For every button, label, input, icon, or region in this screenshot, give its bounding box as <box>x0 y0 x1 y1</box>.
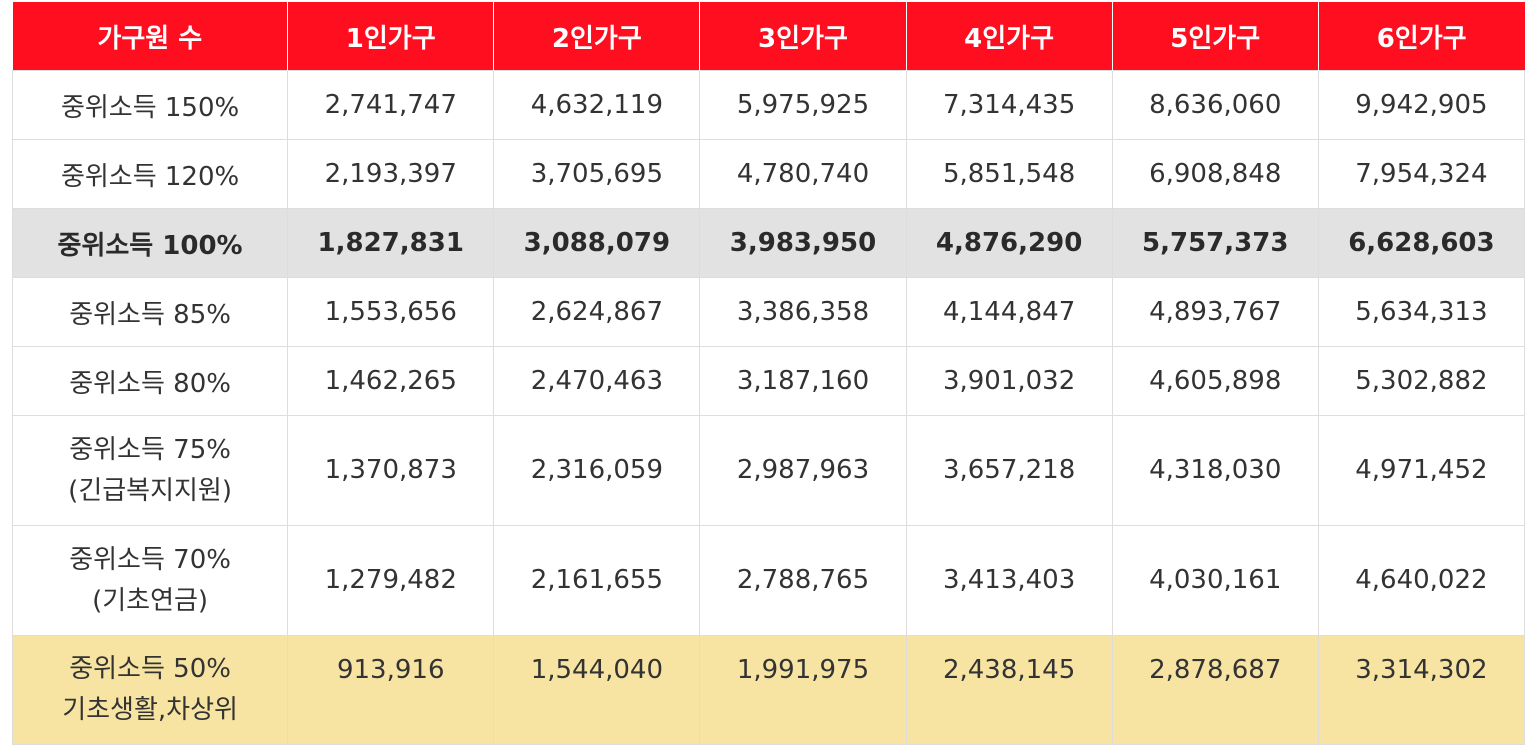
cell-value: 3,187,160 <box>699 346 907 416</box>
table-header-row: 가구원 수 1인가구 2인가구 3인가구 4인가구 5인가구 6인가구 <box>12 2 1525 71</box>
cell-value: 5,634,313 <box>1317 277 1526 347</box>
cell-value: 7,954,324 <box>1317 139 1526 209</box>
table-row-75: 중위소득 75% (긴급복지지원) 1,370,873 2,316,059 2,… <box>11 415 1526 526</box>
cell-value: 2,316,059 <box>493 415 701 526</box>
header-4-person: 4인가구 <box>905 2 1113 71</box>
cell-value: 4,632,119 <box>493 70 701 140</box>
header-1-person: 1인가구 <box>287 2 495 71</box>
cell-value: 2,741,747 <box>287 70 495 140</box>
row-label: 중위소득 85% <box>11 277 289 347</box>
cell-value: 7,314,435 <box>905 70 1113 140</box>
cell-value: 3,088,079 <box>493 208 701 278</box>
cell-value: 2,987,963 <box>699 415 907 526</box>
row-label: 중위소득 50% 기초생활,차상위 <box>11 635 289 745</box>
cell-value: 3,705,695 <box>493 139 701 209</box>
cell-value: 8,636,060 <box>1111 70 1319 140</box>
cell-value: 3,657,218 <box>905 415 1113 526</box>
cell-value: 1,544,040 <box>493 635 701 745</box>
cell-value: 4,605,898 <box>1111 346 1319 416</box>
row-label: 중위소득 150% <box>11 70 289 140</box>
header-3-person: 3인가구 <box>699 2 907 71</box>
row-label-line: 중위소득 70% <box>69 544 231 575</box>
cell-value: 4,971,452 <box>1317 415 1526 526</box>
cell-value: 3,901,032 <box>905 346 1113 416</box>
table-row-120: 중위소득 120% 2,193,397 3,705,695 4,780,740 … <box>11 139 1526 209</box>
table-row-70: 중위소득 70% (기초연금) 1,279,482 2,161,655 2,78… <box>11 525 1526 636</box>
cell-value: 3,983,950 <box>699 208 907 278</box>
header-6-person: 6인가구 <box>1317 2 1525 71</box>
cell-value: 5,851,548 <box>905 139 1113 209</box>
table-row-85: 중위소득 85% 1,553,656 2,624,867 3,386,358 4… <box>11 277 1526 347</box>
header-2-person: 2인가구 <box>493 2 701 71</box>
cell-value: 2,161,655 <box>493 525 701 636</box>
cell-value: 1,553,656 <box>287 277 495 347</box>
cell-value: 2,470,463 <box>493 346 701 416</box>
cell-value: 4,318,030 <box>1111 415 1319 526</box>
row-label: 중위소득 100% <box>11 208 289 278</box>
cell-value: 4,640,022 <box>1317 525 1526 636</box>
row-label-line: 중위소득 75% <box>69 434 231 465</box>
cell-value: 1,827,831 <box>287 208 495 278</box>
cell-value: 2,438,145 <box>905 635 1113 745</box>
table-row-80: 중위소득 80% 1,462,265 2,470,463 3,187,160 3… <box>11 346 1526 416</box>
cell-value: 913,916 <box>287 635 495 745</box>
header-5-person: 5인가구 <box>1111 2 1319 71</box>
table-row-100-highlight: 중위소득 100% 1,827,831 3,088,079 3,983,950 … <box>11 208 1526 278</box>
row-label-note: (기초연금) <box>92 585 209 616</box>
table-row-50-highlight: 중위소득 50% 기초생활,차상위 913,916 1,544,040 1,99… <box>11 635 1526 745</box>
cell-value: 4,876,290 <box>905 208 1113 278</box>
cell-value: 4,144,847 <box>905 277 1113 347</box>
median-income-table: 가구원 수 1인가구 2인가구 3인가구 4인가구 5인가구 6인가구 중위소득… <box>11 2 1526 745</box>
row-label-note: 기초생활,차상위 <box>62 695 238 725</box>
income-table-container: 가구원 수 1인가구 2인가구 3인가구 4인가구 5인가구 6인가구 중위소득… <box>11 2 1526 745</box>
cell-value: 9,942,905 <box>1317 70 1526 140</box>
cell-value: 6,908,848 <box>1111 139 1319 209</box>
row-label: 중위소득 75% (긴급복지지원) <box>11 415 289 526</box>
cell-value: 2,878,687 <box>1111 635 1319 745</box>
cell-value: 5,975,925 <box>699 70 907 140</box>
cell-value: 4,030,161 <box>1111 525 1319 636</box>
header-household-size: 가구원 수 <box>12 2 289 71</box>
row-label: 중위소득 70% (기초연금) <box>11 525 289 636</box>
cell-value: 6,628,603 <box>1317 208 1526 278</box>
cell-value: 3,413,403 <box>905 525 1113 636</box>
cell-value: 1,370,873 <box>287 415 495 526</box>
cell-value: 1,991,975 <box>699 635 907 745</box>
cell-value: 2,624,867 <box>493 277 701 347</box>
cell-value: 1,279,482 <box>287 525 495 636</box>
row-label-note: (긴급복지지원) <box>68 475 232 506</box>
cell-value: 3,386,358 <box>699 277 907 347</box>
row-label: 중위소득 120% <box>11 139 289 209</box>
cell-value: 3,314,302 <box>1317 635 1526 745</box>
cell-value: 2,193,397 <box>287 139 495 209</box>
table-row-150: 중위소득 150% 2,741,747 4,632,119 5,975,925 … <box>11 70 1526 140</box>
cell-value: 2,788,765 <box>699 525 907 636</box>
cell-value: 1,462,265 <box>287 346 495 416</box>
row-label-line: 중위소득 50% <box>69 654 231 684</box>
cell-value: 5,302,882 <box>1317 346 1526 416</box>
cell-value: 4,780,740 <box>699 139 907 209</box>
cell-value: 5,757,373 <box>1111 208 1319 278</box>
row-label: 중위소득 80% <box>11 346 289 416</box>
cell-value: 4,893,767 <box>1111 277 1319 347</box>
